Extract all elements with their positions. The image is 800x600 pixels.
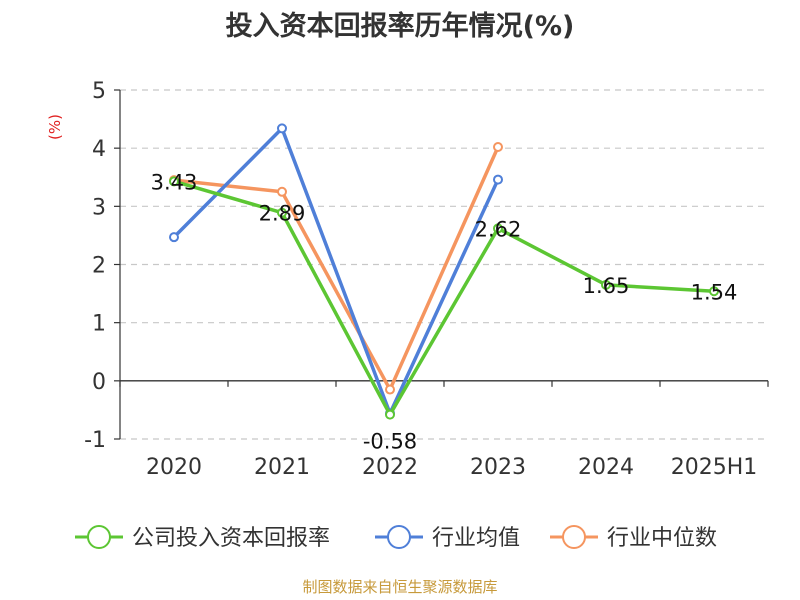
y-tick-label: 1 — [92, 312, 106, 337]
data-label: 1.65 — [583, 274, 630, 298]
legend-label: 行业均值 — [432, 526, 520, 551]
x-tick-label: 2025H1 — [671, 455, 758, 480]
legend-item-0: 公司投入资本回报率 — [75, 525, 330, 551]
data-point — [385, 384, 395, 395]
axes: 5 4 3 2 1 0 -1 2020 2021 2022 2023 2024 2025H1 — [84, 79, 769, 480]
legend-item-2: 行业中位数 — [550, 525, 717, 551]
y-tick-label: 3 — [92, 195, 106, 220]
series-line — [173, 179, 715, 417]
data-label: 2.62 — [475, 217, 522, 241]
legend: 公司投入资本回报率 行业均值 行业中位数 — [75, 525, 717, 551]
data-point — [277, 186, 287, 197]
data-point — [277, 123, 287, 134]
y-tick-label: 0 — [92, 370, 106, 395]
y-tick-label: 2 — [92, 254, 106, 279]
x-tick-label: 2023 — [470, 455, 526, 480]
data-point — [169, 232, 179, 243]
series-group — [169, 123, 719, 420]
data-point — [277, 207, 287, 218]
legend-label: 公司投入资本回报率 — [132, 526, 330, 551]
y-tick-label: 5 — [92, 79, 106, 104]
data-label: -0.58 — [363, 430, 417, 454]
data-labels: 3.43 2.89 -0.58 2.62 1.65 1.54 — [151, 170, 738, 453]
legend-marker — [87, 525, 111, 549]
x-tick-label: 2022 — [362, 455, 418, 480]
data-point — [493, 223, 503, 234]
legend-item-1: 行业均值 — [375, 525, 520, 551]
data-point — [601, 279, 611, 290]
y-tick-label: 4 — [92, 137, 106, 162]
chart-title: 投入资本回报率历年情况(%) — [226, 10, 575, 42]
y-tick-label: -1 — [84, 428, 106, 453]
data-label: 1.54 — [691, 280, 738, 304]
series-1 — [169, 123, 503, 419]
data-point — [709, 286, 719, 297]
legend-marker — [387, 525, 411, 549]
legend-label: 行业中位数 — [607, 526, 717, 551]
data-label: 3.43 — [151, 170, 198, 194]
series-line — [172, 126, 500, 416]
legend-marker — [562, 525, 586, 549]
data-point — [493, 174, 503, 185]
x-tick-label: 2020 — [146, 455, 202, 480]
y-axis-unit-label: (%) — [46, 114, 64, 140]
data-label: 2.89 — [259, 202, 306, 226]
source-note: 制图数据来自恒生聚源数据库 — [302, 578, 497, 596]
x-tick-label: 2021 — [254, 455, 310, 480]
data-point — [493, 142, 503, 153]
data-point — [169, 176, 179, 187]
series-0 — [169, 176, 719, 420]
series-line — [173, 146, 500, 392]
x-tick-label: 2024 — [578, 455, 634, 480]
data-point — [385, 409, 395, 420]
